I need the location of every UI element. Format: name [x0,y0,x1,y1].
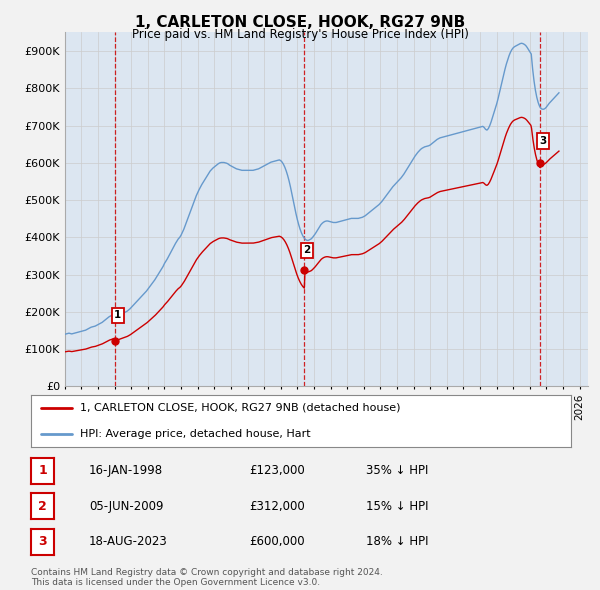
Text: 1, CARLETON CLOSE, HOOK, RG27 9NB (detached house): 1, CARLETON CLOSE, HOOK, RG27 9NB (detac… [80,403,400,412]
Text: 1: 1 [38,464,47,477]
Text: 3: 3 [539,136,547,146]
Text: 35% ↓ HPI: 35% ↓ HPI [366,464,428,477]
Text: 1: 1 [114,310,121,320]
Text: HPI: Average price, detached house, Hart: HPI: Average price, detached house, Hart [80,429,310,438]
Text: £600,000: £600,000 [249,535,305,548]
Text: 16-JAN-1998: 16-JAN-1998 [89,464,163,477]
Text: 05-JUN-2009: 05-JUN-2009 [89,500,163,513]
Text: Contains HM Land Registry data © Crown copyright and database right 2024.
This d: Contains HM Land Registry data © Crown c… [31,568,383,587]
Text: Price paid vs. HM Land Registry's House Price Index (HPI): Price paid vs. HM Land Registry's House … [131,28,469,41]
Text: 18-AUG-2023: 18-AUG-2023 [89,535,167,548]
Text: 2: 2 [303,245,310,255]
Text: 2: 2 [38,500,47,513]
Text: £312,000: £312,000 [249,500,305,513]
Text: 18% ↓ HPI: 18% ↓ HPI [366,535,428,548]
Text: £123,000: £123,000 [249,464,305,477]
Text: 3: 3 [38,535,47,548]
Text: 1, CARLETON CLOSE, HOOK, RG27 9NB: 1, CARLETON CLOSE, HOOK, RG27 9NB [135,15,465,30]
Text: 15% ↓ HPI: 15% ↓ HPI [366,500,428,513]
